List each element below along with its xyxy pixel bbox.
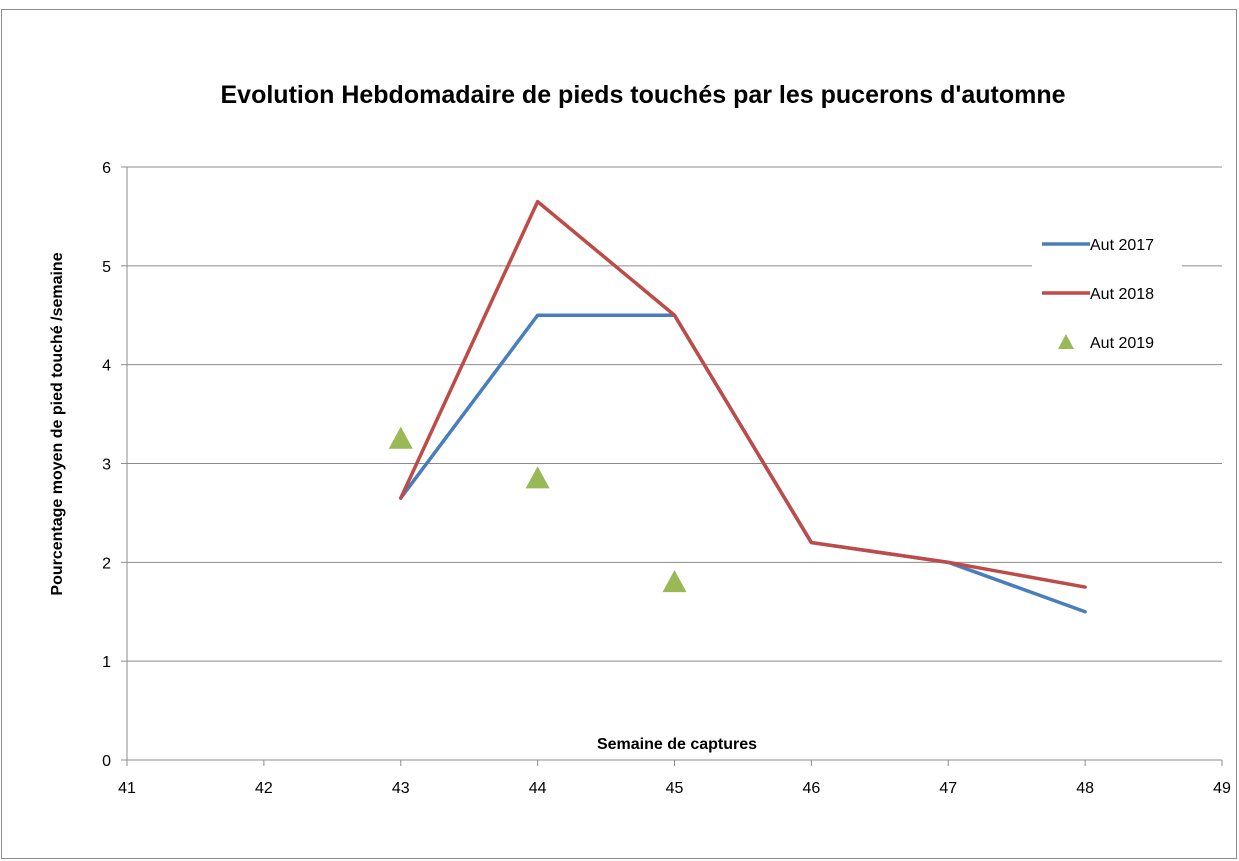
x-tick-label: 41 xyxy=(118,780,136,797)
series-point-aut-2019 xyxy=(662,570,687,593)
legend-label-aut-2019: Aut 2019 xyxy=(1090,335,1154,352)
y-tick-label: 2 xyxy=(102,555,111,572)
x-tick-label: 47 xyxy=(939,780,957,797)
y-tick-label: 0 xyxy=(102,753,111,770)
series-point-aut-2019 xyxy=(525,466,550,489)
legend-label-aut-2018: Aut 2018 xyxy=(1090,286,1154,303)
series-point-aut-2019 xyxy=(388,426,413,449)
x-tick-label: 49 xyxy=(1213,780,1231,797)
plot-area xyxy=(388,199,1087,614)
y-axis-title: Pourcentage moyen de pied touché /semain… xyxy=(49,252,66,595)
legend-swatch-aut-2019 xyxy=(1058,334,1074,349)
chart-title: Evolution Hebdomadaire de pieds touchés … xyxy=(221,81,1066,109)
series-line-aut-2018 xyxy=(399,199,1087,589)
x-tick-label: 45 xyxy=(666,780,684,797)
y-tick-label: 5 xyxy=(102,259,111,276)
chart-frame xyxy=(1,9,1237,859)
axes xyxy=(121,166,1223,766)
x-tick-label: 44 xyxy=(529,780,547,797)
x-tick-label: 46 xyxy=(802,780,820,797)
x-tick-label: 42 xyxy=(255,780,273,797)
y-tick-label: 1 xyxy=(102,654,111,671)
legend: Aut 2017 Aut 2018 Aut 2019 xyxy=(1042,237,1154,352)
x-axis-title: Semaine de captures xyxy=(597,736,757,753)
y-tick-label: 4 xyxy=(102,358,111,375)
y-tick-label: 3 xyxy=(102,457,111,474)
gridlines xyxy=(127,166,1222,662)
y-tick-label: 6 xyxy=(102,160,111,177)
x-tick-label: 43 xyxy=(392,780,410,797)
x-tick-label: 48 xyxy=(1076,780,1094,797)
legend-label-aut-2017: Aut 2017 xyxy=(1090,237,1154,254)
